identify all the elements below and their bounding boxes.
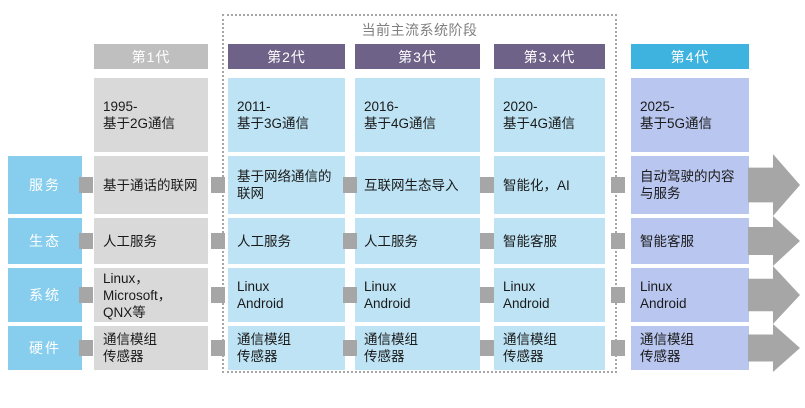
connector-gen2-gen3-ecology (343, 233, 357, 249)
cell-gen3-system: Linux Android (355, 268, 480, 322)
connector-gen3x-gen4-ecology (611, 233, 625, 249)
column-header-gen3[interactable]: 第3代 (355, 44, 480, 69)
era-cell-gen2: 2011- 基于3G通信 (228, 78, 345, 152)
arrow-right-hardware (748, 324, 800, 372)
cell-gen4-ecology: 智能客服 (631, 218, 749, 264)
arrow-right-ecology (748, 216, 800, 266)
cell-gen1-ecology: 人工服务 (94, 218, 208, 264)
connector-gen1-gen2-system (211, 287, 225, 303)
row-label-service: 服务 (8, 156, 82, 214)
row-label-hardware: 硬件 (8, 326, 82, 370)
cell-gen3x-hardware: 通信模组 传感器 (494, 326, 605, 370)
connector-gen3x-gen4-system (611, 287, 625, 303)
connector-rowlabel-system (79, 287, 93, 303)
current-stage-title: 当前主流系统阶段 (361, 22, 478, 38)
current-stage-highlight-box (222, 14, 617, 373)
cell-gen2-system: Linux Android (228, 268, 345, 322)
connector-gen3-gen3x-hardware (480, 340, 494, 356)
cell-gen1-system: Linux， Microsoft， QNX等 (94, 268, 208, 322)
era-cell-gen3x: 2020- 基于4G通信 (494, 78, 605, 152)
cell-gen1-service: 基于通话的联网 (94, 156, 208, 214)
cell-gen4-service: 自动驾驶的内容与服务 (631, 156, 749, 214)
cell-gen3x-ecology: 智能客服 (494, 218, 605, 264)
connector-gen3x-gen4-service (611, 177, 625, 193)
cell-gen1-hardware: 通信模组 传感器 (94, 326, 208, 370)
connector-rowlabel-hardware (79, 340, 93, 356)
row-label-ecology: 生态 (8, 218, 82, 264)
connector-gen3-gen3x-ecology (480, 233, 494, 249)
connector-gen3x-gen4-hardware (611, 340, 625, 356)
arrow-right-system (748, 266, 800, 324)
cell-gen3-service: 互联网生态导入 (355, 156, 480, 214)
column-header-gen3x[interactable]: 第3.x代 (494, 44, 605, 69)
connector-gen3-gen3x-service (480, 177, 494, 193)
cell-gen3x-service: 智能化，AI (494, 156, 605, 214)
cell-gen4-system: Linux Android (631, 268, 749, 322)
connector-rowlabel-ecology (79, 233, 93, 249)
cell-gen2-service: 基于网络通信的联网 (228, 156, 345, 214)
connector-rowlabel-service (79, 177, 93, 193)
connector-gen2-gen3-system (343, 287, 357, 303)
connector-gen1-gen2-service (211, 177, 225, 193)
connector-gen1-gen2-hardware (211, 340, 225, 356)
connector-gen3-gen3x-system (480, 287, 494, 303)
cell-gen2-hardware: 通信模组 传感器 (228, 326, 345, 370)
connector-gen2-gen3-hardware (343, 340, 357, 356)
cell-gen2-ecology: 人工服务 (228, 218, 345, 264)
arrow-right-service (748, 154, 800, 216)
cell-gen3-hardware: 通信模组 传感器 (355, 326, 480, 370)
connector-gen1-gen2-ecology (211, 233, 225, 249)
cell-gen4-hardware: 通信模组 传感器 (631, 326, 749, 370)
cell-gen3-ecology: 人工服务 (355, 218, 480, 264)
era-cell-gen4: 2025- 基于5G通信 (631, 78, 749, 152)
connector-gen2-gen3-service (343, 177, 357, 193)
row-label-system: 系统 (8, 268, 82, 322)
column-header-gen4[interactable]: 第4代 (631, 44, 749, 69)
era-cell-gen1: 1995- 基于2G通信 (94, 78, 208, 152)
column-header-gen2[interactable]: 第2代 (228, 44, 345, 69)
cell-gen3x-system: Linux Android (494, 268, 605, 322)
column-header-gen1[interactable]: 第1代 (94, 44, 208, 69)
era-cell-gen3: 2016- 基于4G通信 (355, 78, 480, 152)
